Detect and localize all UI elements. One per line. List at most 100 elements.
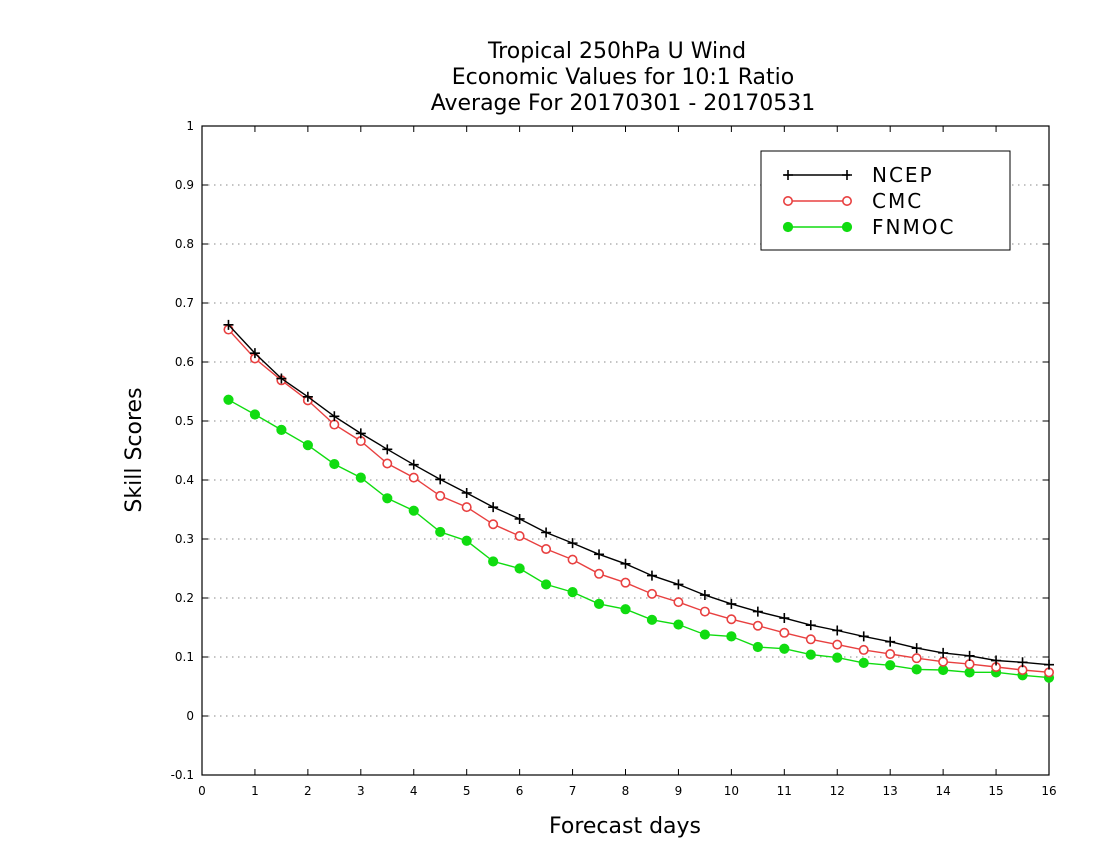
data-point-ncep: [329, 411, 340, 422]
data-point-fnmoc: [540, 579, 552, 590]
x-axis-label: Forecast days: [549, 814, 701, 839]
data-point-cmc: [858, 644, 869, 655]
data-point-ncep: [382, 444, 393, 455]
chart-title-line-2: Economic Values for 10:1 Ratio: [452, 65, 794, 90]
legend-item-cmc: CMC: [782, 189, 921, 213]
data-point-fnmoc: [382, 493, 393, 504]
data-point-cmc: [408, 472, 419, 483]
data-point-cmc: [620, 577, 631, 588]
data-point-ncep: [832, 625, 843, 636]
y-tick-label: 1: [186, 119, 194, 133]
x-tick-label: 9: [675, 784, 683, 798]
data-point-ncep: [752, 606, 763, 617]
y-tick-label: 0.3: [175, 532, 194, 546]
data-point-ncep: [885, 636, 896, 647]
data-point-cmc: [594, 568, 605, 579]
data-point-cmc: [938, 656, 949, 667]
x-tick-label: 4: [410, 784, 418, 798]
legend-marker-cmc: [782, 196, 793, 207]
x-tick-label: 0: [198, 784, 206, 798]
data-point-fnmoc: [673, 619, 684, 630]
data-point-ncep: [302, 391, 313, 402]
data-point-fnmoc: [832, 652, 843, 663]
series-layer: [223, 319, 1055, 683]
data-point-cmc: [752, 620, 763, 631]
data-point-fnmoc: [355, 472, 366, 483]
data-point-ncep: [964, 650, 975, 661]
data-point-cmc: [541, 544, 552, 555]
x-tick-label: 11: [777, 784, 792, 798]
data-point-fnmoc: [779, 643, 790, 654]
data-point-fnmoc: [646, 614, 658, 625]
x-tick-label: 8: [622, 784, 630, 798]
data-point-ncep: [699, 590, 710, 601]
data-point-ncep: [594, 549, 605, 560]
data-point-cmc: [832, 639, 843, 650]
series-ncep: [223, 319, 1054, 670]
data-point-cmc: [382, 458, 393, 469]
series-line-cmc: [227, 329, 1050, 673]
data-point-ncep: [646, 570, 657, 581]
x-tick-label: 13: [883, 784, 898, 798]
x-tick-label: 10: [724, 784, 739, 798]
chart-title-line-1: Tropical 250hPa U Wind: [487, 39, 746, 64]
data-point-fnmoc: [514, 563, 525, 574]
y-tick-label: 0.1: [175, 650, 194, 664]
data-point-ncep: [858, 631, 869, 642]
data-point-cmc: [673, 597, 684, 608]
series-cmc: [223, 324, 1055, 678]
data-point-cmc: [514, 531, 525, 542]
data-point-fnmoc: [964, 667, 975, 678]
data-point-fnmoc: [726, 631, 737, 642]
data-point-ncep: [938, 647, 949, 658]
data-point-fnmoc: [329, 458, 340, 470]
data-point-ncep: [223, 319, 234, 330]
data-point-fnmoc: [249, 409, 261, 420]
data-point-fnmoc: [805, 649, 816, 660]
data-point-cmc: [435, 490, 446, 501]
x-tick-label: 5: [463, 784, 471, 798]
data-point-fnmoc: [620, 604, 631, 615]
data-point-ncep: [1017, 657, 1028, 668]
data-point-fnmoc: [752, 641, 763, 653]
data-point-fnmoc: [276, 424, 287, 435]
legend-marker-fnmoc: [841, 221, 853, 233]
data-point-fnmoc: [302, 440, 313, 451]
x-tick-label: 14: [935, 784, 950, 798]
y-tick-label: 0.4: [175, 473, 194, 487]
data-point-fnmoc: [461, 535, 472, 546]
data-point-cmc: [805, 634, 816, 645]
legend-marker-fnmoc: [782, 221, 794, 233]
series-fnmoc: [223, 394, 1055, 683]
data-point-fnmoc: [435, 526, 446, 538]
y-axis-label: Skill Scores: [122, 387, 147, 512]
data-point-ncep: [249, 348, 260, 359]
chart-title: Tropical 250hPa U Wind Economic Values f…: [431, 39, 816, 116]
data-point-fnmoc: [858, 657, 869, 669]
data-point-cmc: [911, 653, 922, 664]
legend-marker-ncep: [842, 170, 852, 180]
data-point-ncep: [911, 643, 922, 654]
x-tick-label: 7: [569, 784, 577, 798]
data-point-fnmoc: [223, 394, 234, 405]
data-point-ncep: [620, 558, 631, 569]
data-point-ncep: [673, 579, 684, 590]
y-tick-label: 0.9: [175, 178, 194, 192]
x-tick-label: 3: [357, 784, 365, 798]
gridlines: [202, 184, 1049, 717]
data-point-fnmoc: [488, 556, 499, 567]
legend-label-fnmoc: FNMOC: [872, 215, 955, 239]
data-point-cmc: [329, 419, 340, 430]
legend-label-ncep: NCEP: [872, 163, 934, 187]
data-point-ncep: [726, 598, 737, 609]
data-point-cmc: [567, 554, 578, 565]
x-tick-label: 15: [988, 784, 1003, 798]
data-point-cmc: [885, 649, 896, 660]
data-point-ncep: [541, 527, 552, 538]
series-line-ncep: [227, 324, 1050, 666]
data-point-ncep: [567, 538, 578, 549]
data-point-ncep: [355, 428, 366, 439]
data-point-fnmoc: [593, 598, 605, 610]
x-tick-label: 2: [304, 784, 312, 798]
